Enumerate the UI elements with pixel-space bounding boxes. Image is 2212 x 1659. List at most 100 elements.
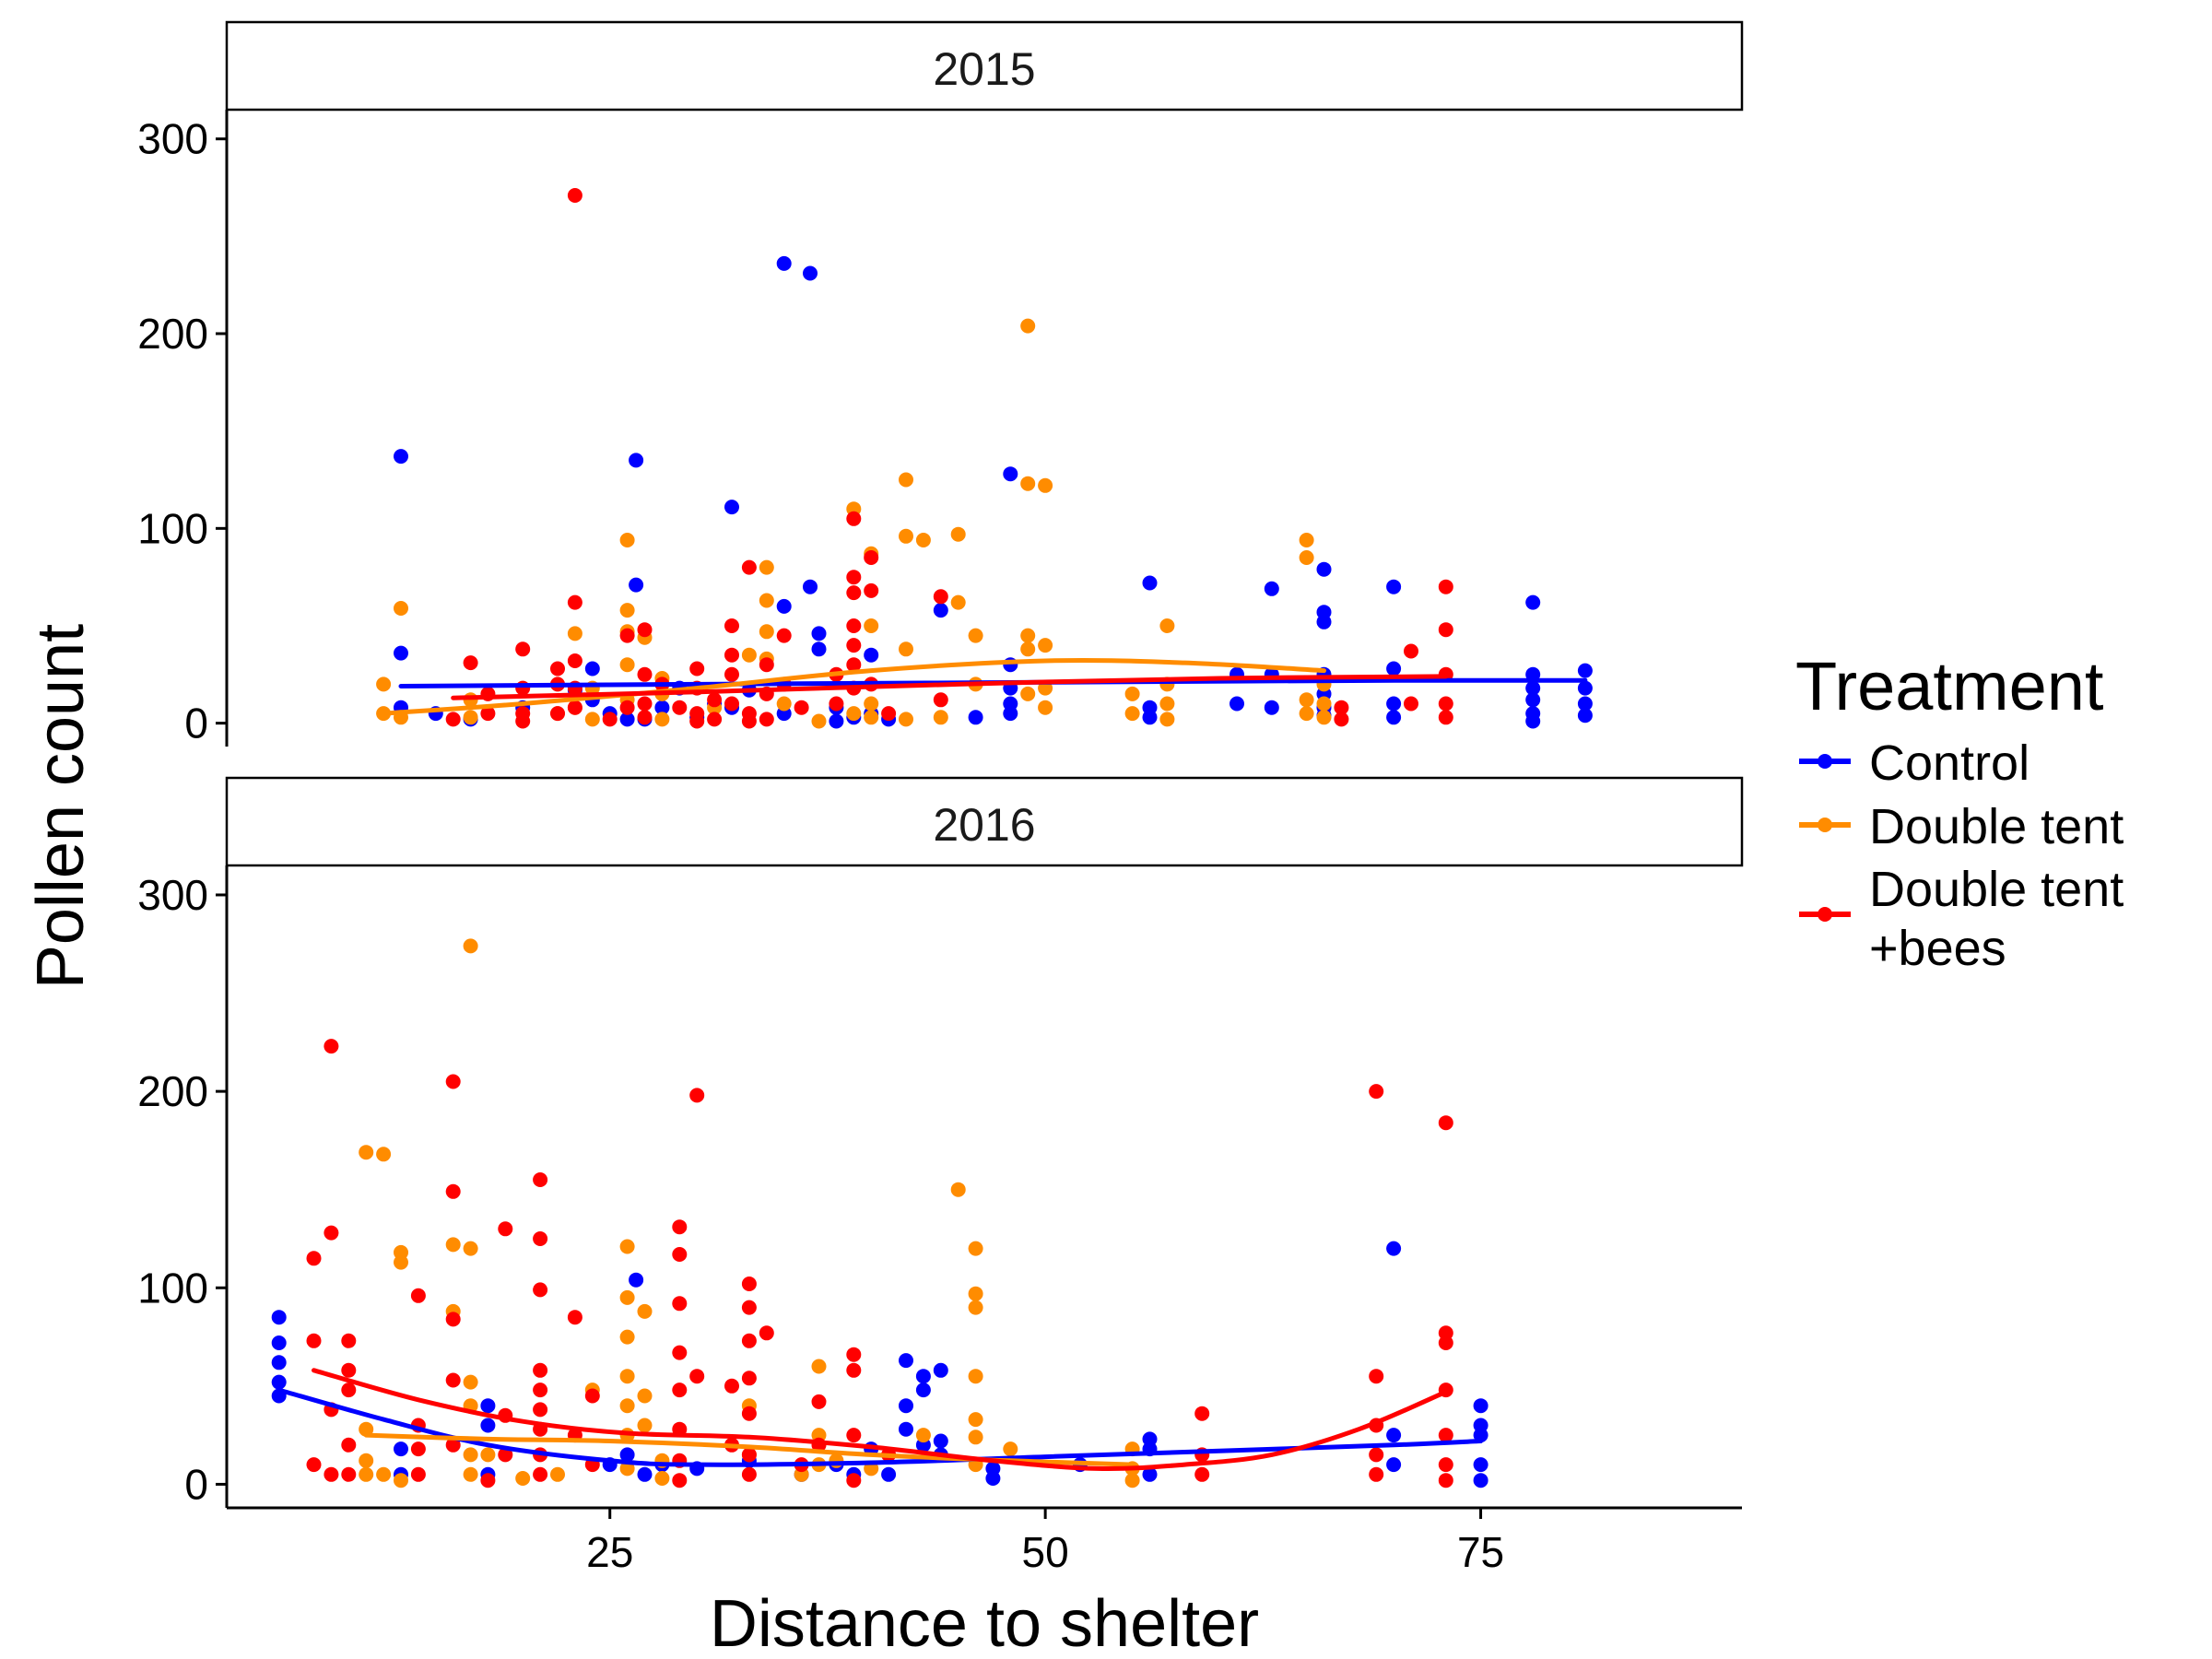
- data-point-double-tent-bees: [498, 1221, 513, 1237]
- axis-ticks-layer: 0 100 200 300 0 100 200 300 25 50 75: [137, 115, 1504, 1576]
- data-point-control: [271, 1335, 287, 1350]
- data-point-double-tent-bees: [724, 1378, 739, 1394]
- data-point-control: [1264, 700, 1279, 715]
- data-point-control: [899, 1421, 913, 1437]
- data-point-double-tent: [394, 1473, 408, 1488]
- data-point-double-tent: [515, 1471, 531, 1486]
- smooth-line-double-tent-bees: [451, 674, 1449, 700]
- y-tick-label: 200: [137, 310, 208, 358]
- data-point-control: [776, 598, 792, 614]
- data-point-double-tent-bees: [1438, 1335, 1453, 1350]
- data-point-double-tent-bees: [341, 1382, 357, 1398]
- data-point-double-tent: [968, 628, 983, 643]
- data-point-double-tent-bees: [637, 696, 653, 712]
- y-tick-label: 0: [184, 1460, 208, 1508]
- data-point-double-tent-bees: [689, 1369, 705, 1384]
- x-tick-label: 50: [1022, 1528, 1069, 1576]
- data-point-double-tent-bees: [550, 661, 565, 677]
- data-point-double-tent-bees: [829, 696, 844, 712]
- data-point-control: [864, 647, 879, 663]
- data-point-double-tent-bees: [1438, 622, 1453, 638]
- data-point-double-tent: [864, 618, 879, 633]
- data-point-double-tent-bees: [759, 657, 774, 673]
- data-point-double-tent-bees: [707, 712, 723, 727]
- data-point-double-tent: [915, 1428, 931, 1443]
- data-point-double-tent: [741, 647, 757, 663]
- data-point-control: [811, 641, 827, 657]
- data-point-control: [629, 453, 644, 468]
- data-point-double-tent: [463, 1466, 478, 1482]
- data-point-double-tent: [1038, 477, 1053, 493]
- facet-strip-top: [225, 20, 1744, 112]
- data-point-control: [1142, 1466, 1158, 1482]
- data-point-double-tent-bees: [567, 188, 582, 203]
- data-point-double-tent-bees: [480, 1473, 496, 1488]
- data-point-double-tent-bees: [1334, 700, 1349, 715]
- data-point-double-tent-bees: [445, 1437, 461, 1453]
- data-point-double-tent-bees: [637, 710, 653, 725]
- data-point-control: [1386, 710, 1402, 725]
- data-point-double-tent-bees: [533, 1231, 548, 1246]
- data-point-double-tent-bees: [619, 628, 635, 643]
- data-point-double-tent-bees: [515, 641, 531, 657]
- data-point-double-tent: [776, 696, 792, 712]
- data-point-double-tent-bees: [567, 700, 582, 715]
- data-point-double-tent: [1299, 706, 1314, 722]
- data-point-double-tent: [359, 1453, 374, 1468]
- data-point-double-tent-bees: [933, 589, 948, 605]
- data-point-double-tent-bees: [707, 692, 723, 708]
- data-point-double-tent-bees: [672, 1382, 688, 1398]
- data-point-control: [899, 1353, 913, 1369]
- data-point-double-tent: [1316, 696, 1332, 712]
- data-point-double-tent-bees: [1369, 1466, 1384, 1482]
- data-point-double-tent-bees: [533, 1282, 548, 1298]
- data-point-double-tent: [829, 1453, 844, 1468]
- data-point-double-tent: [1159, 618, 1175, 633]
- data-point-control: [271, 1355, 287, 1371]
- data-point-double-tent-bees: [533, 1382, 548, 1398]
- data-point-double-tent: [463, 710, 478, 725]
- data-point-control: [1142, 575, 1158, 591]
- data-point-double-tent: [480, 1447, 496, 1463]
- data-point-double-tent-bees: [724, 666, 739, 682]
- legend-label-double-tent-bees-line2: +bees: [1869, 921, 2006, 976]
- data-point-control: [1264, 581, 1279, 596]
- data-point-control: [811, 626, 827, 641]
- data-point-control: [933, 1362, 948, 1378]
- data-point-double-tent: [1038, 700, 1053, 715]
- data-point-double-tent-bees: [846, 1428, 862, 1443]
- data-point-double-tent: [968, 1286, 983, 1301]
- data-point-double-tent: [1124, 686, 1140, 701]
- legend-item-double-tent-bees: Double tent +bees: [1799, 862, 2124, 976]
- data-point-double-tent-bees: [306, 1457, 322, 1473]
- data-point-control: [1386, 696, 1402, 712]
- data-point-double-tent-bees: [410, 1441, 426, 1457]
- data-point-double-tent-bees: [846, 1347, 862, 1362]
- data-point-double-tent: [846, 706, 862, 722]
- data-point-control: [629, 1272, 644, 1288]
- data-point-double-tent: [899, 528, 913, 544]
- data-point-double-tent-bees: [341, 1437, 357, 1453]
- data-point-control: [629, 577, 644, 593]
- data-point-control: [480, 1398, 496, 1414]
- data-point-double-tent: [619, 1239, 635, 1254]
- data-point-double-tent-bees: [759, 1325, 774, 1341]
- y-tick-label: 100: [137, 1264, 208, 1312]
- data-point-control: [915, 1369, 931, 1384]
- y-tick-label: 300: [137, 871, 208, 919]
- data-point-double-tent: [1020, 476, 1036, 491]
- data-point-double-tent-bees: [1369, 1447, 1384, 1463]
- data-point-control: [1316, 614, 1332, 629]
- data-point-double-tent-bees: [324, 1039, 339, 1054]
- data-point-double-tent: [619, 1329, 635, 1345]
- data-point-double-tent: [550, 1466, 565, 1482]
- data-point-double-tent-bees: [533, 1402, 548, 1418]
- legend-title: Treatment: [1795, 648, 2104, 724]
- data-point-double-tent: [619, 1398, 635, 1414]
- data-point-double-tent: [811, 1359, 827, 1374]
- legend-label-double-tent: Double tent: [1869, 799, 2124, 854]
- legend-key-point-control: [1818, 754, 1832, 769]
- facet-label-top: 2015: [933, 43, 1035, 95]
- y-axis-title: Pollen count: [24, 624, 98, 989]
- data-point-double-tent-bees: [864, 582, 879, 598]
